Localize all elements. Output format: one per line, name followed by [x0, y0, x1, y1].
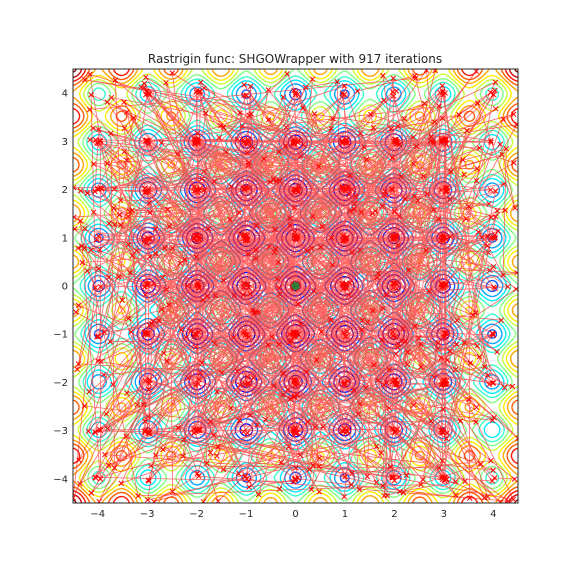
- best-point-marker: [291, 282, 300, 290]
- x-tick-label: 4: [490, 509, 496, 520]
- x-tick-label: 3: [441, 509, 447, 520]
- y-axis-ticks: 4 3 2 1 0 −1 −2 −3 −4: [53, 89, 68, 486]
- y-tick-label: 3: [62, 137, 68, 148]
- x-tick-label: −3: [140, 509, 155, 520]
- evaluation-x-markers: [73, 69, 518, 503]
- y-tick-label: −1: [53, 330, 68, 341]
- y-tick-label: 2: [62, 185, 68, 196]
- y-tick-label: −3: [53, 426, 68, 437]
- x-tick-label: 2: [391, 509, 397, 520]
- x-tick-label: −4: [90, 509, 105, 520]
- y-tick-label: 4: [62, 89, 68, 100]
- chart-title: Rastrigin func: SHGOWrapper with 917 ite…: [148, 52, 442, 66]
- y-tick-label: 0: [62, 282, 68, 293]
- x-tick-label: 0: [292, 509, 298, 520]
- y-tick-label: 1: [62, 233, 68, 244]
- x-tick-label: −1: [239, 509, 254, 520]
- x-tick-label: 1: [342, 509, 348, 520]
- y-tick-label: −2: [53, 378, 68, 389]
- evaluation-markers: [73, 69, 518, 503]
- x-axis-ticks: −4 −3 −2 −1 0 1 2 3 4: [90, 509, 496, 520]
- y-tick-label: −4: [53, 474, 68, 485]
- plot-frame: [72, 68, 519, 504]
- x-tick-label: −2: [189, 509, 204, 520]
